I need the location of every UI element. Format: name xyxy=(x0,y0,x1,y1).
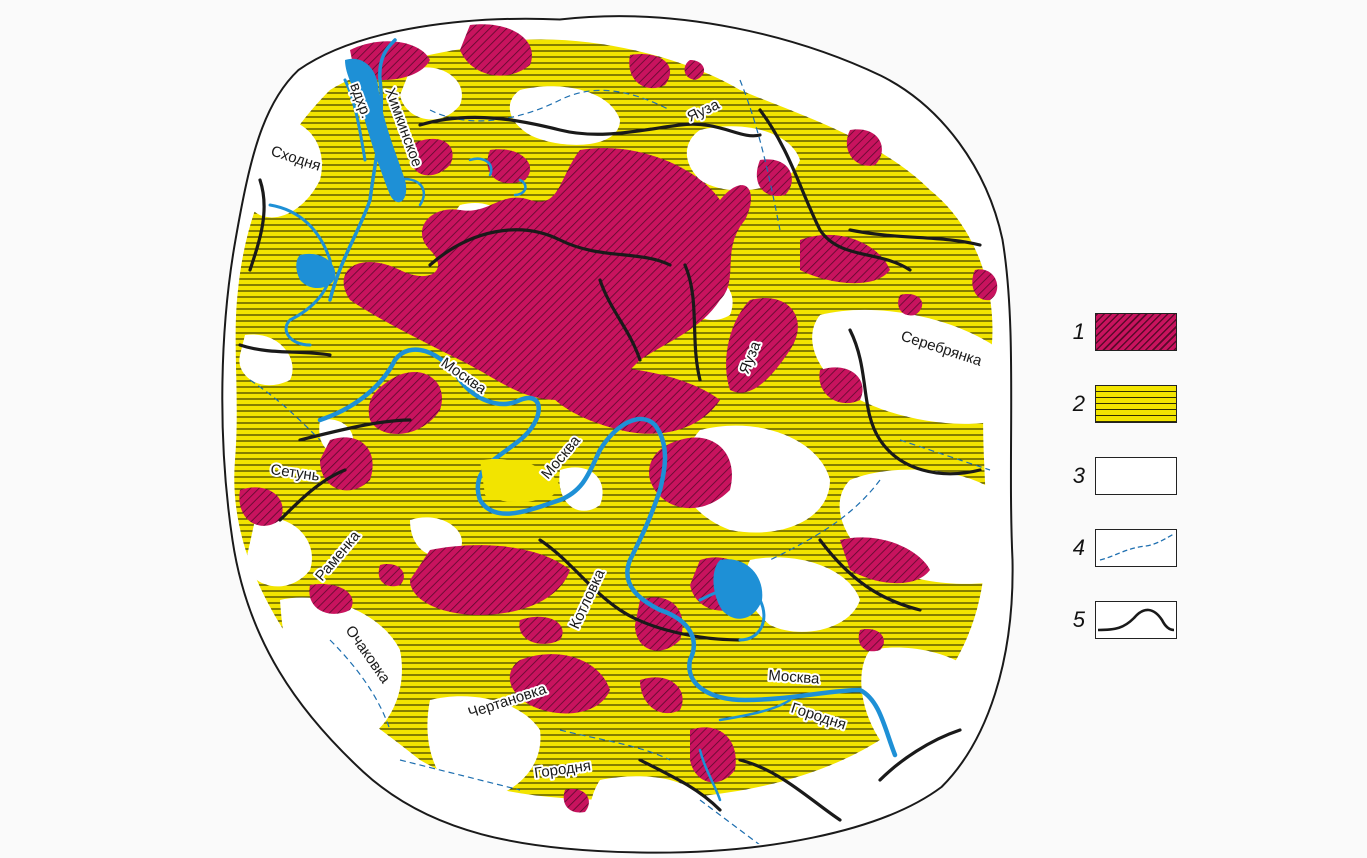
streams xyxy=(249,79,991,846)
reservoir-mid xyxy=(480,459,560,502)
legend: 1 2 3 4 5 xyxy=(1055,296,1195,656)
legend-item-3: 3 xyxy=(1055,440,1195,512)
reservoir-west xyxy=(296,253,336,289)
boundary-lines xyxy=(238,108,982,822)
curve-line-icon xyxy=(1097,608,1175,632)
legend-number: 3 xyxy=(1072,463,1085,488)
dashed-line-icon xyxy=(1099,533,1175,561)
boundary-line-swatch xyxy=(1095,601,1177,639)
legend-number: 2 xyxy=(1072,391,1085,416)
legend-number: 4 xyxy=(1072,535,1085,560)
legend-item-1: 1 xyxy=(1055,296,1195,368)
magenta-hatched-swatch xyxy=(1095,313,1177,351)
legend-number: 5 xyxy=(1072,607,1085,632)
rivers xyxy=(268,38,898,802)
zone-1-areas xyxy=(239,24,998,813)
dashed-stream-swatch xyxy=(1095,529,1177,567)
legend-item-4: 4 xyxy=(1055,512,1195,584)
reservoir-south xyxy=(713,559,763,619)
label-moskva-south: Москва xyxy=(768,667,821,688)
legend-number: 1 xyxy=(1072,319,1085,344)
white-swatch xyxy=(1095,457,1177,495)
khimki-reservoir xyxy=(345,58,407,203)
legend-item-5: 5 xyxy=(1055,584,1195,656)
legend-item-2: 2 xyxy=(1055,368,1195,440)
yellow-lined-swatch xyxy=(1095,385,1177,423)
